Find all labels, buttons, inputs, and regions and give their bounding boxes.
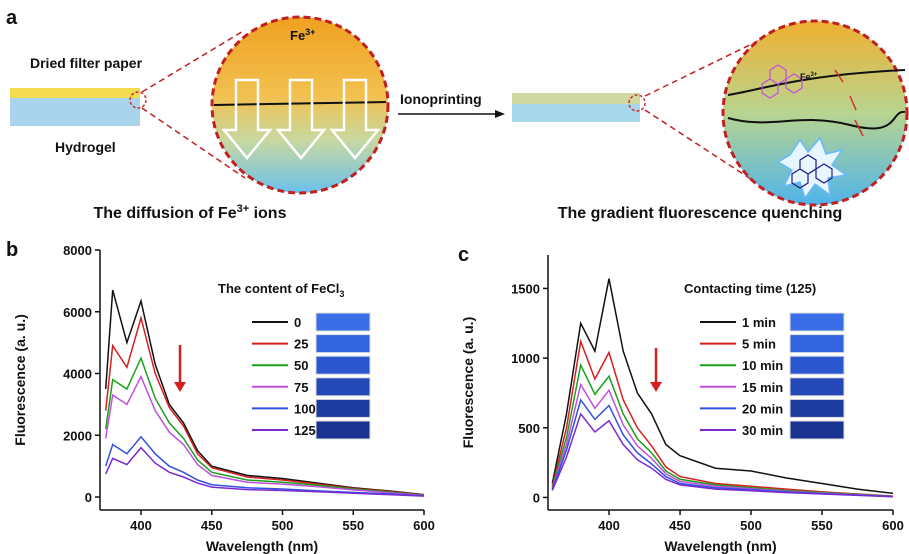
legend-title: The content of FeCl3	[218, 281, 344, 299]
legend-label: 1 min	[742, 315, 776, 330]
hydrogel-layer	[10, 98, 140, 126]
y-tick-label: 1000	[511, 351, 540, 366]
legend-label: 0	[294, 315, 301, 330]
x-tick-label: 600	[413, 518, 435, 533]
sample-image	[316, 421, 370, 439]
x-tick-label: 400	[130, 518, 152, 533]
legend-label: 30 min	[742, 423, 783, 438]
y-tick-label: 500	[518, 421, 540, 436]
sample-image	[316, 378, 370, 396]
trend-arrowhead	[650, 382, 662, 392]
caption: The diffusion of Fe3+ ions	[94, 203, 287, 222]
y-tick-label: 1500	[511, 281, 540, 296]
x-tick-label: 500	[272, 518, 294, 533]
x-tick-label: 500	[740, 518, 762, 533]
printed-top	[512, 93, 640, 104]
figure: a Dried filter paper Hydrogel Fe3+ Ionop…	[0, 0, 909, 554]
legend-title-text: The content of FeCl	[218, 281, 339, 296]
sample-image	[316, 356, 370, 374]
sample-image	[316, 399, 370, 417]
legend-label: 5 min	[742, 337, 776, 352]
y-tick-label: 8000	[63, 243, 92, 258]
x-tick-label: 400	[598, 518, 620, 533]
legend-label: 15 min	[742, 380, 783, 395]
sample-image	[790, 356, 844, 374]
sample-image	[790, 313, 844, 331]
x-tick-label: 550	[342, 518, 364, 533]
layer-label: Hydrogel	[55, 139, 116, 155]
spectrum-line	[106, 437, 424, 496]
x-axis-label: Wavelength (nm)	[206, 538, 318, 554]
sample-image	[790, 399, 844, 417]
process-label: Ionoprinting	[400, 91, 482, 107]
x-axis-label: Wavelength (nm)	[664, 538, 776, 554]
y-tick-label: 6000	[63, 305, 92, 320]
y-tick-label: 2000	[63, 428, 92, 443]
legend-title: Contacting time (125)	[684, 281, 816, 296]
x-tick-label: 550	[811, 518, 833, 533]
legend-label: 20 min	[742, 401, 783, 416]
panel-label: b	[6, 239, 18, 261]
y-axis-label: Fluorescence (a. u.)	[12, 314, 28, 445]
sample-image	[790, 378, 844, 396]
x-tick-label: 600	[882, 518, 904, 533]
panel-label: c	[458, 244, 469, 266]
paper-layer	[10, 88, 140, 98]
y-tick-label: 0	[533, 490, 540, 505]
legend-title-sub: 3	[339, 289, 344, 299]
legend-label: 125	[294, 423, 316, 438]
legend-label: 50	[294, 358, 308, 373]
sample-image	[316, 335, 370, 353]
y-tick-label: 0	[85, 490, 92, 505]
panel-label: a	[6, 7, 18, 29]
trend-arrowhead	[174, 382, 186, 392]
sample-image	[316, 313, 370, 331]
legend-label: 10 min	[742, 358, 783, 373]
x-tick-label: 450	[669, 518, 691, 533]
x-tick-label: 450	[201, 518, 223, 533]
sample-image	[790, 421, 844, 439]
legend-title-text: Contacting time (125)	[684, 281, 816, 296]
legend-label: 25	[294, 337, 308, 352]
sample-image	[790, 335, 844, 353]
layer-label: Dried filter paper	[30, 55, 143, 71]
process-arrowhead	[495, 110, 505, 118]
spectrum-line	[106, 358, 424, 495]
legend-label: 100	[294, 401, 316, 416]
legend-label: 75	[294, 380, 308, 395]
caption: The gradient fluorescence quenching	[558, 205, 843, 222]
y-tick-label: 4000	[63, 367, 92, 382]
y-axis-label: Fluorescence (a. u.)	[460, 317, 476, 448]
